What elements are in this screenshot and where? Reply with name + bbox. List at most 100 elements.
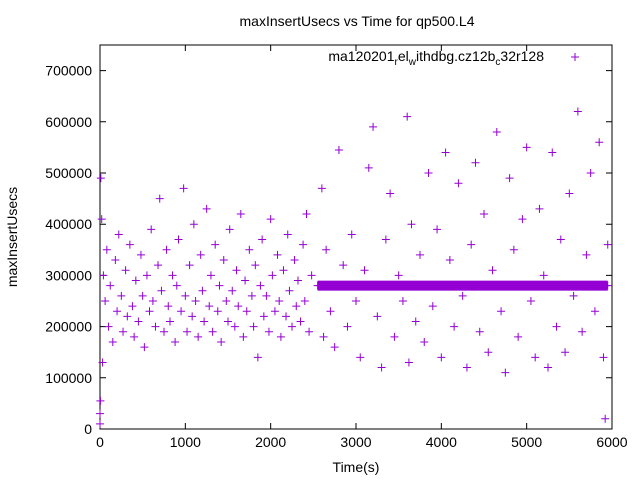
data-point <box>134 317 143 326</box>
data-point <box>228 286 237 295</box>
data-point <box>428 302 437 311</box>
data-point <box>194 332 203 341</box>
legend-label-part: ithdbg.cz12b <box>416 48 496 64</box>
data-point <box>253 353 262 362</box>
data-point <box>296 317 305 326</box>
data-point <box>117 291 126 300</box>
data-point <box>104 322 113 331</box>
data-point <box>292 302 301 311</box>
y-tick-label: 0 <box>84 421 92 437</box>
data-point <box>322 245 331 254</box>
data-point <box>326 307 335 316</box>
data-point <box>96 396 105 405</box>
data-point <box>198 286 207 295</box>
data-point <box>102 245 111 254</box>
data-point <box>299 240 308 249</box>
data-point <box>347 230 356 239</box>
data-point <box>283 230 292 239</box>
data-point <box>531 353 540 362</box>
legend-label-part: ma120201 <box>328 48 394 64</box>
data-point <box>123 312 132 321</box>
data-point <box>121 266 130 275</box>
data-point <box>586 169 595 177</box>
data-point <box>162 245 171 254</box>
data-point <box>247 291 256 300</box>
data-point <box>219 256 228 265</box>
data-points <box>96 107 612 428</box>
data-point <box>285 286 294 295</box>
data-point <box>172 281 181 290</box>
data-point <box>266 215 275 224</box>
data-point <box>268 271 277 280</box>
data-point <box>290 256 299 265</box>
data-point <box>307 271 316 280</box>
data-point <box>171 337 180 346</box>
data-point <box>462 363 471 372</box>
data-point <box>590 307 599 316</box>
data-point <box>505 174 514 183</box>
data-point <box>548 148 557 157</box>
plot-area-border <box>99 44 613 430</box>
data-point <box>522 143 531 152</box>
data-point <box>241 276 250 285</box>
y-tick-label: 500000 <box>45 165 92 181</box>
data-point <box>273 250 282 259</box>
data-point <box>601 414 610 423</box>
y-axis-label: maxInsertUsecs <box>4 187 20 287</box>
data-point <box>407 220 416 229</box>
data-point <box>275 297 284 305</box>
data-point <box>390 332 399 341</box>
data-point <box>183 327 192 336</box>
data-point <box>160 327 168 336</box>
x-tick-label: 0 <box>96 434 104 450</box>
data-point <box>458 291 467 300</box>
data-point <box>245 245 254 254</box>
data-point <box>264 327 273 336</box>
data-point <box>155 194 164 203</box>
data-point <box>242 307 251 316</box>
data-point <box>205 302 214 311</box>
data-point <box>151 322 160 331</box>
data-point <box>258 235 267 244</box>
legend-marker <box>571 53 579 61</box>
data-point <box>138 291 147 300</box>
data-point <box>433 225 442 234</box>
data-point <box>445 256 454 265</box>
data-point <box>142 271 151 280</box>
data-point <box>471 158 480 167</box>
data-point <box>300 297 309 305</box>
data-point <box>475 327 484 336</box>
data-point <box>148 297 157 305</box>
data-point <box>404 358 413 367</box>
data-point <box>130 332 139 341</box>
x-tick-label: 3000 <box>340 434 371 450</box>
data-point <box>191 297 200 305</box>
data-point <box>239 332 248 341</box>
legend: ma120201relwithdbg.cz12bc32r128 <box>328 48 579 68</box>
data-point <box>125 240 134 249</box>
data-point <box>334 145 343 154</box>
data-point <box>450 322 459 331</box>
data-point <box>236 209 245 218</box>
data-point <box>599 353 608 362</box>
data-point <box>488 266 497 275</box>
data-point <box>96 419 104 428</box>
data-point <box>140 343 149 352</box>
data-point <box>206 271 215 280</box>
data-point <box>282 312 291 321</box>
data-point <box>119 327 128 336</box>
data-point <box>147 225 156 234</box>
data-point <box>467 240 476 249</box>
data-point <box>293 276 302 285</box>
data-point <box>128 302 137 311</box>
data-point <box>164 302 173 311</box>
data-point <box>305 327 314 336</box>
data-point <box>484 348 493 357</box>
y-tick-label: 700000 <box>45 63 92 79</box>
data-point <box>251 261 260 270</box>
data-point <box>270 307 279 316</box>
legend-label-part: c <box>495 57 500 68</box>
data-point <box>165 317 174 326</box>
data-point <box>202 204 211 213</box>
data-point <box>518 215 527 224</box>
